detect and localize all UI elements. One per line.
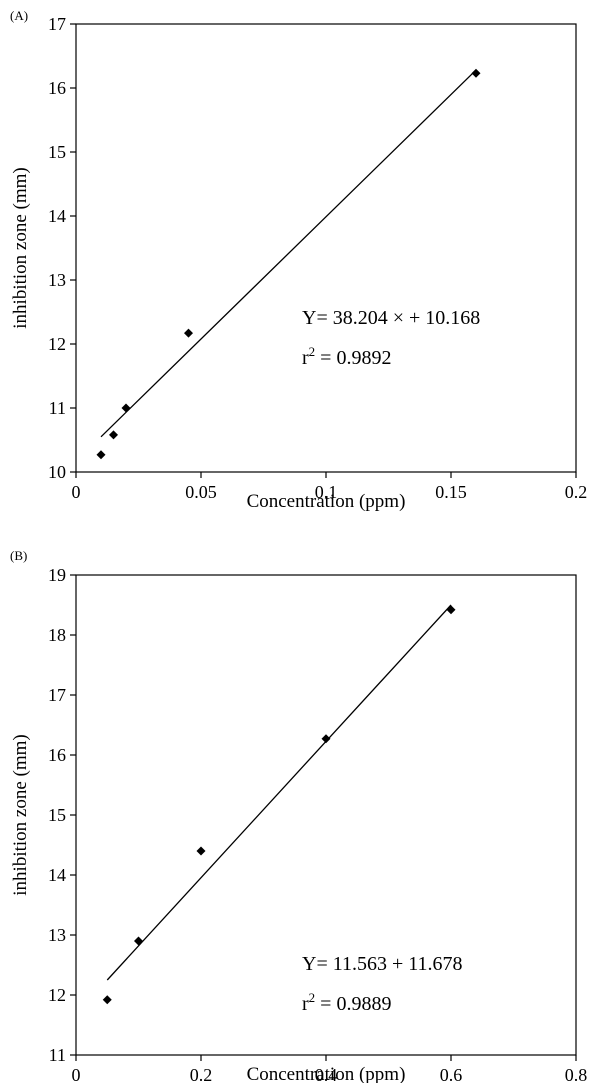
chart-a-x-tick-label: 0.2: [565, 482, 588, 502]
chart-a-r-squared-prefix: r: [302, 347, 309, 369]
chart-a-x-tick-label: 0: [72, 482, 81, 502]
chart-a-y-axis-title: inhibition zone (mm): [10, 167, 31, 328]
chart-a-trendline: [100, 69, 477, 438]
chart-a-x-tick-label: 0.05: [185, 482, 217, 502]
chart-a-data-point: [109, 430, 118, 440]
chart-b-y-tick-label: 19: [48, 565, 66, 585]
chart-b-data-point: [196, 846, 206, 856]
chart-b-r-squared-prefix: r: [302, 993, 309, 1015]
chart-b-data-point: [321, 734, 331, 744]
chart-a-data-point: [121, 403, 131, 413]
chart-b-y-tick-label: 14: [48, 865, 66, 885]
chart-a-y-tick-label: 11: [49, 398, 66, 418]
chart-b-data-point: [102, 995, 112, 1005]
chart-a: (A) 10 11 12 13 14 15 16 17 0 0.05 0.1 0.15 0.2 Concen…: [10, 8, 587, 512]
chart-b-r-squared-value: = 0.9889: [315, 993, 391, 1015]
chart-b-y-tick-label: 18: [48, 625, 66, 645]
chart-b-trendline: [106, 604, 452, 981]
chart-b-data-point: [134, 936, 143, 946]
chart-a-data-point: [471, 68, 481, 78]
chart-b-y-tick-label: 11: [49, 1045, 66, 1065]
chart-a-data-point: [184, 328, 193, 338]
chart-a-plot-frame: [75, 23, 577, 473]
chart-b-r-squared-exponent: 2: [309, 990, 316, 1005]
chart-a-y-tick-label: 12: [48, 334, 66, 354]
chart-b-x-tick-label: 0.2: [190, 1065, 213, 1083]
chart-b-panel-label: (B): [10, 548, 27, 563]
chart-a-y-tick-label: 13: [48, 270, 66, 290]
chart-b-y-axis-title: inhibition zone (mm): [10, 734, 31, 895]
chart-b-r-squared: r2 = 0.9889: [302, 990, 391, 1015]
chart-b-x-tick-label: 0.8: [565, 1065, 588, 1083]
chart-b-x-tick-label: 0: [72, 1065, 81, 1083]
chart-b-equation: Y= 11.563 + 11.678: [302, 953, 463, 975]
chart-a-r-squared-value: = 0.9892: [315, 347, 391, 369]
chart-b-y-tick-label: 16: [48, 745, 66, 765]
chart-a-y-tick-label: 17: [48, 14, 66, 34]
chart-b-y-tick-label: 12: [48, 985, 66, 1005]
chart-a-equation: Y= 38.204 × + 10.168: [302, 307, 480, 329]
chart-a-x-tick-label: 0.1: [315, 482, 338, 502]
chart-b: (B) 11 12 13 14 15 16 17 18 19 0 0.2 0.4 0.6 0.8 Concen…: [10, 548, 587, 1083]
chart-b-x-tick-label: 0.6: [440, 1065, 463, 1083]
chart-b-plot-frame: [75, 574, 577, 1056]
chart-b-y-tick-label: 13: [48, 925, 66, 945]
chart-a-panel-label: (A): [10, 8, 28, 23]
chart-b-y-tick-label: 17: [48, 685, 66, 705]
chart-b-x-tick-label: 0.4: [315, 1065, 338, 1083]
chart-b-y-tick-label: 15: [48, 805, 66, 825]
chart-a-data-point: [96, 450, 106, 460]
chart-a-y-tick-label: 14: [48, 206, 66, 226]
chart-a-r-squared: r2 = 0.9892: [302, 344, 391, 369]
chart-a-y-tick-label: 15: [48, 142, 66, 162]
chart-a-y-tick-label: 10: [48, 462, 66, 482]
chart-a-x-tick-label: 0.15: [435, 482, 467, 502]
chart-a-y-tick-label: 16: [48, 78, 66, 98]
chart-a-r-squared-exponent: 2: [309, 344, 316, 359]
chart-b-data-point: [446, 605, 456, 615]
chart-b-x-axis-title: Concentration (ppm): [247, 1064, 406, 1083]
chart-a-x-axis-title: Concentration (ppm): [247, 491, 406, 512]
